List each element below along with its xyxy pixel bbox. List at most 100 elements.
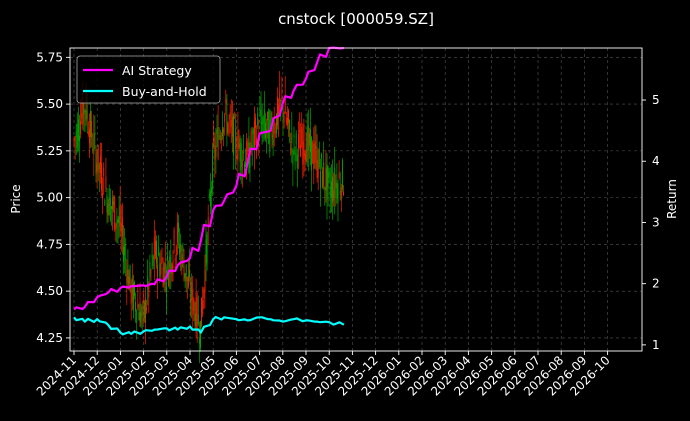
- candle-body: [192, 288, 194, 315]
- candle-body: [141, 306, 143, 317]
- candle-body: [306, 127, 308, 163]
- candle-body: [225, 98, 227, 104]
- candle-body: [334, 167, 336, 198]
- candle-body: [161, 258, 163, 262]
- candle-body: [156, 240, 157, 264]
- candle-body: [231, 117, 233, 137]
- candle-body: [318, 149, 320, 168]
- candle-body: [252, 129, 254, 134]
- y-tick-label-right: 5: [652, 93, 660, 107]
- candle-body: [218, 135, 220, 137]
- candle-body: [325, 168, 327, 191]
- candle-body: [175, 246, 177, 256]
- candle-body: [135, 301, 137, 312]
- candle-body: [198, 338, 200, 344]
- candle-body: [269, 119, 271, 152]
- candle-body: [272, 135, 274, 145]
- y-tick-label-left: 5.75: [36, 50, 63, 64]
- candle-body: [343, 191, 344, 195]
- candle-body: [119, 206, 121, 227]
- candle-body: [103, 167, 105, 177]
- candle-body: [107, 203, 109, 216]
- candle-body: [259, 111, 261, 114]
- candle-body: [282, 104, 284, 117]
- candle-body: [268, 111, 270, 144]
- y-tick-label-right: 1: [652, 338, 660, 352]
- candle-body: [330, 181, 332, 198]
- candle-body: [81, 112, 83, 119]
- candle-body: [125, 257, 127, 261]
- candle-body: [146, 307, 148, 311]
- candle-body: [311, 136, 313, 171]
- candle-body: [168, 274, 170, 287]
- candle-body: [300, 145, 302, 157]
- y-tick-label-right: 4: [652, 154, 660, 168]
- candle-body: [294, 151, 296, 161]
- candle-body: [80, 121, 82, 135]
- candle-body: [205, 239, 207, 267]
- candle-body: [213, 138, 215, 145]
- candle-body: [316, 150, 318, 178]
- candle-body: [182, 247, 184, 252]
- candle-body: [115, 223, 117, 229]
- candle-body: [305, 148, 307, 162]
- candle-body: [296, 154, 298, 168]
- candle-body: [341, 160, 343, 189]
- candle-body: [127, 264, 129, 286]
- plot-frame: [69, 47, 643, 352]
- candle-body: [324, 186, 326, 191]
- candle-body: [131, 276, 133, 302]
- y-tick-label-left: 4.75: [36, 237, 63, 251]
- candle-body: [227, 123, 229, 133]
- candle-body: [223, 129, 225, 133]
- series-lines: [73, 46, 345, 336]
- candle-body: [76, 123, 78, 148]
- y-tick-label-left: 5.50: [36, 97, 63, 111]
- candle-body: [261, 122, 263, 139]
- candle-body: [132, 282, 134, 310]
- candle-body: [247, 143, 249, 153]
- candle-body: [202, 300, 204, 315]
- candle-body: [124, 244, 126, 256]
- right-axis: 1 2 3 4 5: [642, 93, 660, 352]
- candle-body: [255, 117, 256, 128]
- candle-body: [167, 255, 168, 260]
- candle-body: [183, 265, 185, 281]
- candle-body: [291, 133, 293, 144]
- candle-body: [338, 173, 340, 179]
- series-line-buy-and-hold: [73, 315, 345, 336]
- candle-body: [109, 197, 111, 220]
- y-tick-label-left: 4.50: [36, 284, 63, 298]
- candle-body: [191, 281, 193, 301]
- candle-body: [340, 187, 342, 201]
- candle-body: [292, 150, 294, 166]
- candle-body: [257, 113, 259, 126]
- candle-body: [75, 130, 77, 138]
- candle-body: [190, 297, 192, 302]
- candle-body: [274, 131, 276, 133]
- candle-body: [178, 222, 179, 232]
- legend-label-buy-and-hold: Buy-and-Hold: [122, 84, 207, 99]
- candle-body: [328, 171, 330, 178]
- candle-body: [313, 143, 315, 169]
- candle-body: [209, 191, 211, 207]
- candle-body: [165, 285, 167, 293]
- series-line-ai-strategy: [73, 46, 344, 311]
- candle-body: [308, 133, 310, 146]
- candle-body: [142, 300, 144, 303]
- candle-body: [173, 228, 175, 247]
- candle-body: [301, 127, 303, 147]
- candle-body: [160, 262, 162, 275]
- candle-body: [159, 263, 161, 276]
- candle-body: [219, 135, 221, 140]
- candle-body: [286, 117, 288, 125]
- candle-body: [184, 273, 186, 278]
- candle-body: [136, 310, 138, 324]
- candle-body: [148, 284, 150, 297]
- candle-body: [222, 126, 223, 137]
- candle-body: [97, 144, 99, 174]
- candle-body: [194, 313, 196, 326]
- candle-body: [174, 258, 176, 261]
- candle-body: [236, 154, 238, 159]
